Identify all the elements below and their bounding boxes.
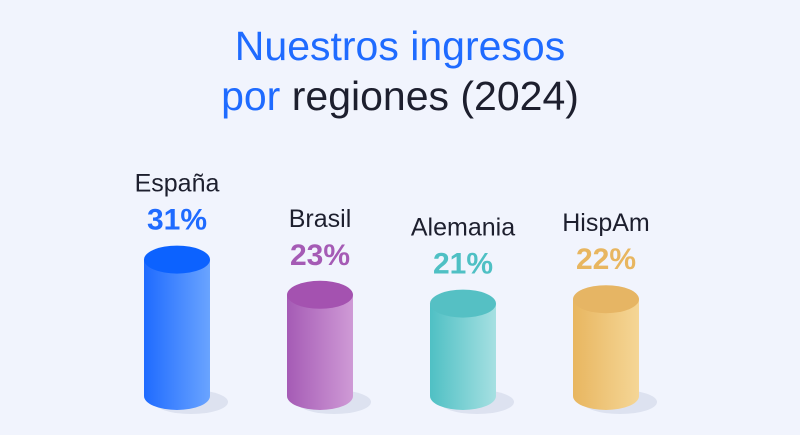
bar-brasil: 23% Brasil xyxy=(287,205,371,414)
chart-title-line2: por regiones (2024) xyxy=(0,72,800,120)
bar-body xyxy=(430,303,496,410)
category-label: España xyxy=(135,170,220,198)
data-label: 21% xyxy=(433,248,493,281)
category-label: Brasil xyxy=(289,205,352,233)
bar-top xyxy=(287,280,353,309)
category-label: HispAm xyxy=(562,209,650,237)
bar-españa: 31% España xyxy=(135,170,228,414)
chart-title-line1: Nuestros ingresos xyxy=(234,23,566,69)
bar-hispam: 22% HispAm xyxy=(562,209,657,414)
bar-top xyxy=(144,245,210,274)
data-label: 23% xyxy=(290,239,350,272)
bar-top xyxy=(430,289,496,318)
bar-top xyxy=(573,285,639,314)
title-rest: regiones (2024) xyxy=(291,73,579,119)
category-label: Alemania xyxy=(411,214,515,242)
data-label: 31% xyxy=(147,204,207,237)
bar-body xyxy=(573,299,639,410)
title-accent-word: por xyxy=(221,73,281,119)
bar-alemania: 21% Alemania xyxy=(411,214,515,414)
bar-body xyxy=(144,259,210,410)
bar-body xyxy=(287,294,353,410)
data-label: 22% xyxy=(576,243,636,276)
